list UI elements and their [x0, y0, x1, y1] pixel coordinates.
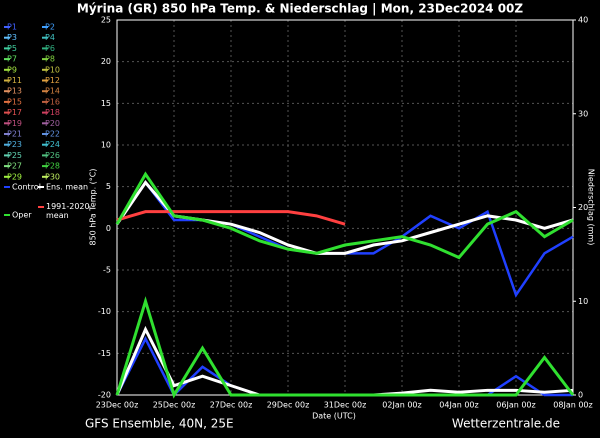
y-tick-label: -15: [98, 349, 111, 358]
legend-label: P12: [45, 76, 60, 85]
legend-label: Oper: [12, 211, 32, 220]
legend-label: P10: [45, 65, 60, 74]
x-tick-label: 31Dec 00z: [324, 401, 367, 410]
y-tick-label: 10: [101, 141, 111, 150]
legend-label: P18: [45, 108, 60, 117]
legend-label: P25: [7, 151, 22, 160]
legend-label: P29: [7, 172, 22, 181]
y2-tick-label: 20: [578, 203, 588, 212]
legend-label: P28: [45, 162, 60, 171]
series-line: [115, 171, 574, 260]
legend-label: P11: [7, 76, 22, 85]
y2-tick-label: 10: [578, 297, 588, 306]
legend-label: P21: [7, 130, 22, 139]
y-tick-label: -10: [98, 307, 111, 316]
x-axis-label: Date (UTC): [312, 412, 356, 421]
x-tick-label: 06Jan 00z: [496, 401, 535, 410]
legend-label: P23: [7, 140, 22, 149]
x-tick-label: 29Dec 00z: [267, 401, 310, 410]
series-line: [115, 296, 575, 399]
legend-label: P30: [45, 172, 60, 181]
legend-label: P6: [45, 44, 55, 53]
x-tick-label: 08Jan 00z: [553, 401, 592, 410]
legend-label: P4: [45, 33, 55, 42]
y-tick-label: -20: [98, 391, 111, 400]
x-tick-label: 02Jan 00z: [382, 401, 421, 410]
legend-label: P22: [45, 130, 60, 139]
footer-right: Wetterzentrale.de: [452, 417, 560, 431]
legend-label: P20: [45, 119, 60, 128]
legend-label: P8: [45, 55, 55, 64]
y-tick-label: 5: [106, 182, 111, 191]
footer-left: GFS Ensemble, 40N, 25E: [85, 417, 234, 431]
legend-label: P19: [7, 119, 22, 128]
series-line: [115, 180, 574, 298]
legend-label: P9: [7, 65, 17, 74]
legend-label: 1991-2020 mean: [46, 202, 90, 220]
x-tick-label: 23Dec 00z: [96, 401, 139, 410]
y2-tick-label: 30: [578, 109, 588, 118]
y-tick-label: 20: [101, 57, 111, 66]
legend-label: P15: [7, 97, 22, 106]
y2-axis-label: Niederschlag (mm): [587, 169, 596, 246]
legend-label: P17: [7, 108, 22, 117]
y-tick-label: 25: [101, 16, 111, 25]
legend-label: P13: [7, 87, 22, 96]
x-tick-label: 04Jan 00z: [439, 401, 478, 410]
y-tick-label: -5: [103, 266, 111, 275]
legend-label: Control: [12, 183, 41, 192]
legend-label: P24: [45, 140, 60, 149]
y-tick-label: 0: [106, 224, 111, 233]
y2-tick-label: 40: [578, 16, 588, 25]
y-axis-label: 850 hPa Temp. (°C): [89, 168, 98, 245]
chart-title: Mýrina (GR) 850 hPa Temp. & Niederschlag…: [77, 2, 524, 16]
y2-tick-label: 0: [578, 391, 583, 400]
legend-label: P26: [45, 151, 60, 160]
legend-label: P2: [45, 23, 55, 32]
series-line: [116, 210, 346, 226]
legend-label: P3: [7, 33, 17, 42]
legend-label: P14: [45, 87, 60, 96]
legend-label: P5: [7, 44, 17, 53]
y-tick-label: 15: [101, 99, 111, 108]
legend-label: Ens. mean: [46, 183, 88, 192]
legend-label: P1: [7, 23, 17, 32]
legend-label: P7: [7, 55, 17, 64]
x-tick-label: 27Dec 00z: [210, 401, 253, 410]
legend-label: P16: [45, 97, 60, 106]
x-tick-label: 25Dec 00z: [153, 401, 196, 410]
legend-label: P27: [7, 162, 22, 171]
